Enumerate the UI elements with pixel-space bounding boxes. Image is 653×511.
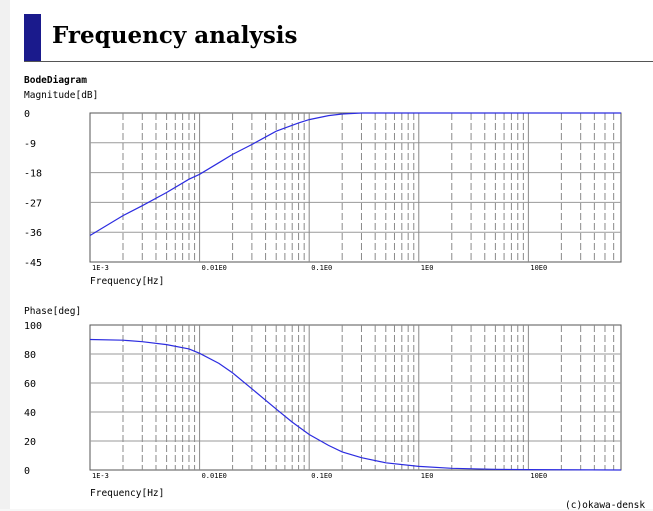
diagram-title: BodeDiagram [24, 75, 87, 86]
magnitude-x-tick-label: 10E0 [530, 264, 547, 272]
phase-series-line [89, 338, 622, 471]
magnitude-x-tick-label: 0.1E0 [311, 264, 332, 272]
header-divider [24, 61, 653, 62]
phase-y-tick-label: 40 [24, 408, 36, 419]
magnitude-y-tick-label: 0 [24, 109, 30, 120]
copyright-notice: (c)okawa-densk [565, 500, 646, 511]
phase-y-tick-label: 60 [24, 379, 36, 390]
magnitude-x-tick-label: 1E-3 [92, 264, 109, 272]
phase-x-tick-label: 10E0 [530, 472, 547, 480]
phase-y-tick-label: 80 [24, 350, 36, 361]
phase-x-tick-label: 0.1E0 [311, 472, 332, 480]
magnitude-y-tick-label: -9 [24, 139, 36, 150]
phase-y-tick-label: 20 [24, 437, 36, 448]
magnitude-y-tick-label: -27 [24, 198, 42, 209]
magnitude-series-line [89, 112, 621, 237]
phase-plot-frame [89, 324, 622, 471]
magnitude-plot-frame [89, 112, 622, 263]
phase-x-tick-label: 1E-3 [92, 472, 109, 480]
magnitude-x-tick-label: 1E0 [421, 264, 434, 272]
magnitude-x-axis-label: Frequency[Hz] [90, 276, 165, 287]
magnitude-y-tick-label: -36 [24, 228, 42, 239]
left-margin-strip [0, 0, 10, 509]
magnitude-y-tick-label: -45 [24, 258, 42, 269]
phase-y-tick-label: 0 [24, 466, 30, 477]
phase-y-tick-label: 100 [24, 321, 42, 332]
phase-x-axis-label: Frequency[Hz] [90, 488, 165, 499]
page-title: Frequency analysis [52, 22, 298, 49]
phase-axis-label: Phase[deg] [24, 306, 82, 317]
header-accent-bar [24, 14, 41, 62]
magnitude-x-tick-label: 0.01E0 [202, 264, 227, 272]
magnitude-axis-label: Magnitude[dB] [24, 90, 99, 101]
magnitude-y-tick-label: -18 [24, 169, 42, 180]
phase-x-tick-label: 0.01E0 [202, 472, 227, 480]
phase-x-tick-label: 1E0 [421, 472, 434, 480]
